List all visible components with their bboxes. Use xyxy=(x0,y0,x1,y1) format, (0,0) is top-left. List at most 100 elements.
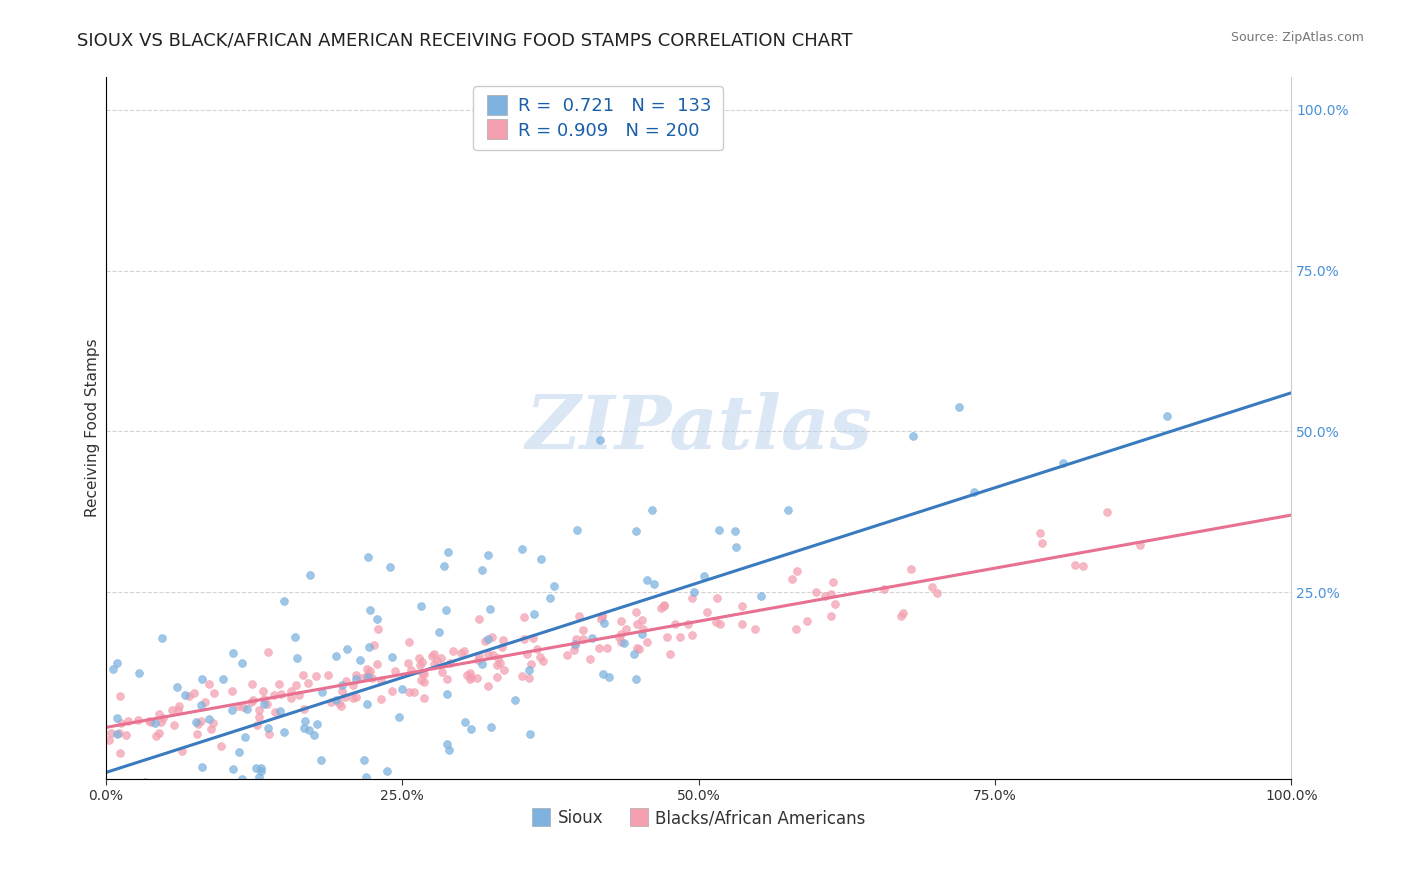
Point xyxy=(247,770,270,784)
Point xyxy=(319,695,342,709)
Point xyxy=(342,691,364,706)
Point xyxy=(821,574,844,589)
Point xyxy=(641,502,664,516)
Point xyxy=(148,725,170,739)
Point xyxy=(1129,538,1152,552)
Point xyxy=(115,728,138,742)
Point xyxy=(191,672,214,686)
Point xyxy=(177,689,200,703)
Point xyxy=(693,568,716,582)
Point xyxy=(285,650,308,665)
Point xyxy=(247,703,270,717)
Point xyxy=(460,722,482,736)
Point xyxy=(636,573,658,587)
Point xyxy=(194,695,217,709)
Point xyxy=(593,616,616,631)
Point xyxy=(785,622,807,636)
Point xyxy=(492,663,515,677)
Point xyxy=(927,586,949,600)
Point xyxy=(228,778,250,792)
Point xyxy=(481,630,503,644)
Point xyxy=(481,720,503,734)
Point xyxy=(344,673,367,687)
Point xyxy=(948,401,970,415)
Point xyxy=(363,638,385,652)
Point xyxy=(134,775,156,789)
Point xyxy=(359,603,381,617)
Point xyxy=(413,666,436,681)
Point xyxy=(357,550,380,565)
Point xyxy=(441,644,464,658)
Point xyxy=(367,622,389,636)
Point xyxy=(211,672,233,686)
Point xyxy=(105,711,128,725)
Point xyxy=(529,650,551,665)
Point xyxy=(565,524,588,538)
Point xyxy=(280,684,302,698)
Point xyxy=(231,656,253,670)
Point xyxy=(294,714,316,728)
Point xyxy=(335,642,357,657)
Point xyxy=(565,632,588,646)
Point xyxy=(681,627,703,641)
Point xyxy=(401,663,423,677)
Point xyxy=(221,704,243,718)
Point xyxy=(681,591,703,605)
Point xyxy=(152,711,174,725)
Point xyxy=(110,716,132,731)
Point xyxy=(436,687,458,701)
Point xyxy=(614,622,637,636)
Point xyxy=(479,602,502,616)
Point xyxy=(543,579,565,593)
Point xyxy=(439,743,461,757)
Point xyxy=(292,702,315,716)
Point xyxy=(202,716,225,731)
Point xyxy=(422,648,444,663)
Point xyxy=(284,630,307,644)
Point xyxy=(515,647,537,661)
Point xyxy=(804,585,827,599)
Point xyxy=(105,656,128,670)
Point xyxy=(316,668,339,682)
Point xyxy=(522,631,544,645)
Point xyxy=(186,778,208,792)
Point xyxy=(149,714,172,729)
Point xyxy=(108,689,131,703)
Point xyxy=(200,722,222,736)
Point xyxy=(190,714,212,728)
Point xyxy=(359,640,381,655)
Point xyxy=(344,668,367,682)
Point xyxy=(384,664,406,678)
Point xyxy=(245,761,267,775)
Point xyxy=(510,542,533,557)
Point xyxy=(436,737,458,751)
Point xyxy=(744,622,766,636)
Point xyxy=(202,778,225,792)
Point xyxy=(471,657,494,672)
Point xyxy=(486,658,509,673)
Point xyxy=(186,778,208,792)
Point xyxy=(523,607,546,622)
Point xyxy=(330,698,353,713)
Point xyxy=(360,671,382,685)
Point xyxy=(786,564,808,578)
Point xyxy=(963,485,986,500)
Point xyxy=(460,673,482,687)
Point xyxy=(357,670,380,684)
Point xyxy=(280,690,302,705)
Point xyxy=(422,648,444,662)
Point xyxy=(696,605,718,619)
Point xyxy=(350,671,373,685)
Text: Source: ZipAtlas.com: Source: ZipAtlas.com xyxy=(1230,31,1364,45)
Point xyxy=(264,705,287,719)
Point xyxy=(643,577,665,591)
Point xyxy=(335,690,357,704)
Point xyxy=(436,672,458,686)
Point xyxy=(1156,409,1178,424)
Point xyxy=(150,631,173,645)
Point xyxy=(221,684,243,698)
Point xyxy=(342,678,364,692)
Point xyxy=(890,608,912,623)
Point xyxy=(273,593,295,607)
Point xyxy=(138,714,160,728)
